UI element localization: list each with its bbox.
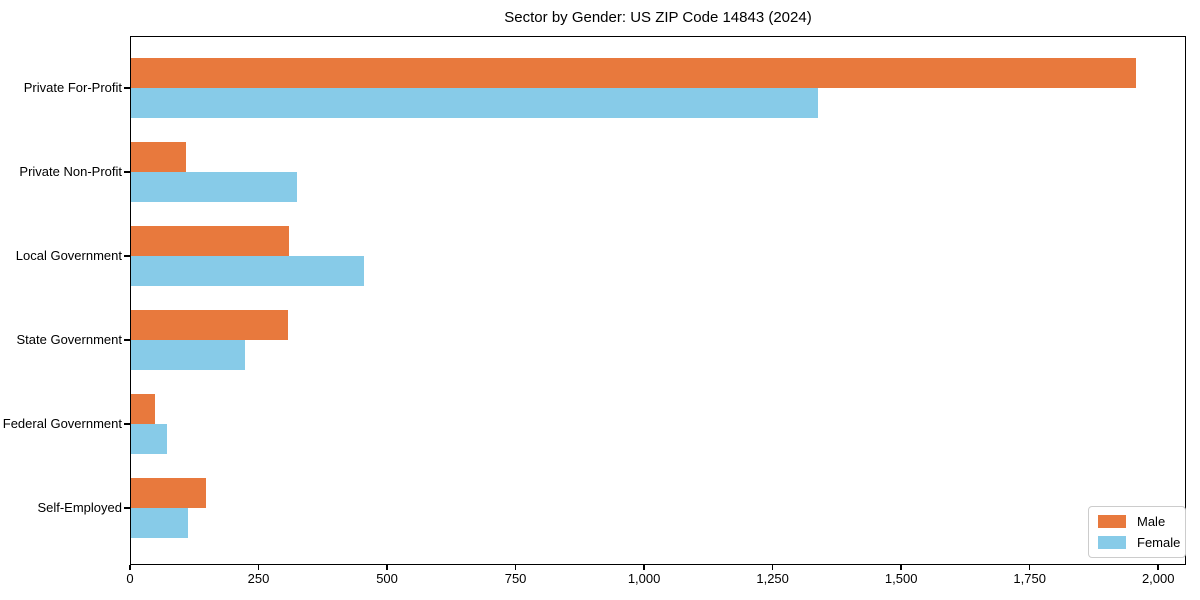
female-swatch-icon: [1098, 536, 1126, 549]
bar-male-2: [131, 141, 186, 172]
legend-item-male: Male: [1098, 514, 1176, 529]
legend-label-male: Male: [1137, 514, 1166, 529]
legend-item-female: Female: [1098, 535, 1180, 550]
x-tick-label: 0: [126, 571, 134, 586]
bar-male-1: [131, 57, 1137, 88]
bar-male-3: [131, 225, 289, 256]
legend: Male Female: [1088, 506, 1186, 558]
y-tick-label: Local Government: [15, 248, 122, 263]
x-tick-mark: [771, 565, 774, 570]
x-tick-mark: [257, 565, 260, 570]
bar-male-6: [131, 477, 207, 508]
x-tick-label: 750: [504, 571, 527, 586]
x-tick-mark: [900, 565, 902, 570]
y-tick-label: Self-Employed: [37, 500, 122, 515]
x-tick-label: 1,750: [1013, 571, 1046, 586]
y-tick-mark: [124, 87, 130, 89]
y-tick-mark: [124, 507, 130, 509]
bar-female-4: [131, 339, 246, 370]
bar-female-1: [131, 87, 819, 118]
x-tick-label: 1,000: [627, 571, 661, 586]
x-tick-mark: [129, 565, 131, 570]
legend-label-female: Female: [1137, 535, 1181, 550]
y-tick-label: State Government: [16, 332, 123, 347]
x-tick-mark: [514, 565, 517, 570]
y-tick-label: Private Non-Profit: [19, 164, 122, 179]
x-tick-label: 2,000: [1141, 571, 1175, 586]
male-swatch-icon: [1098, 515, 1126, 528]
y-tick-mark: [124, 339, 130, 341]
x-tick-label: 250: [247, 571, 270, 586]
x-tick-mark: [1157, 565, 1159, 570]
x-tick-mark: [386, 565, 388, 570]
chart-title: Sector by Gender: US ZIP Code 14843 (202…: [504, 9, 812, 26]
x-tick-mark: [1028, 565, 1031, 570]
bar-male-4: [131, 309, 288, 340]
bar-female-6: [131, 507, 189, 538]
bar-female-2: [131, 171, 298, 202]
x-tick-mark: [643, 565, 645, 570]
y-tick-mark: [124, 171, 130, 173]
x-tick-label: 1,500: [884, 571, 918, 586]
bar-female-3: [131, 255, 364, 286]
y-tick-label: Federal Government: [2, 416, 122, 431]
bar-female-5: [131, 423, 167, 454]
y-tick-mark: [124, 423, 130, 425]
plot-area: [130, 36, 1186, 565]
y-tick-label: Private For-Profit: [23, 80, 122, 95]
bar-male-5: [131, 393, 156, 424]
y-tick-mark: [124, 255, 130, 257]
x-tick-label: 500: [376, 571, 398, 586]
x-tick-label: 1,250: [756, 571, 789, 586]
